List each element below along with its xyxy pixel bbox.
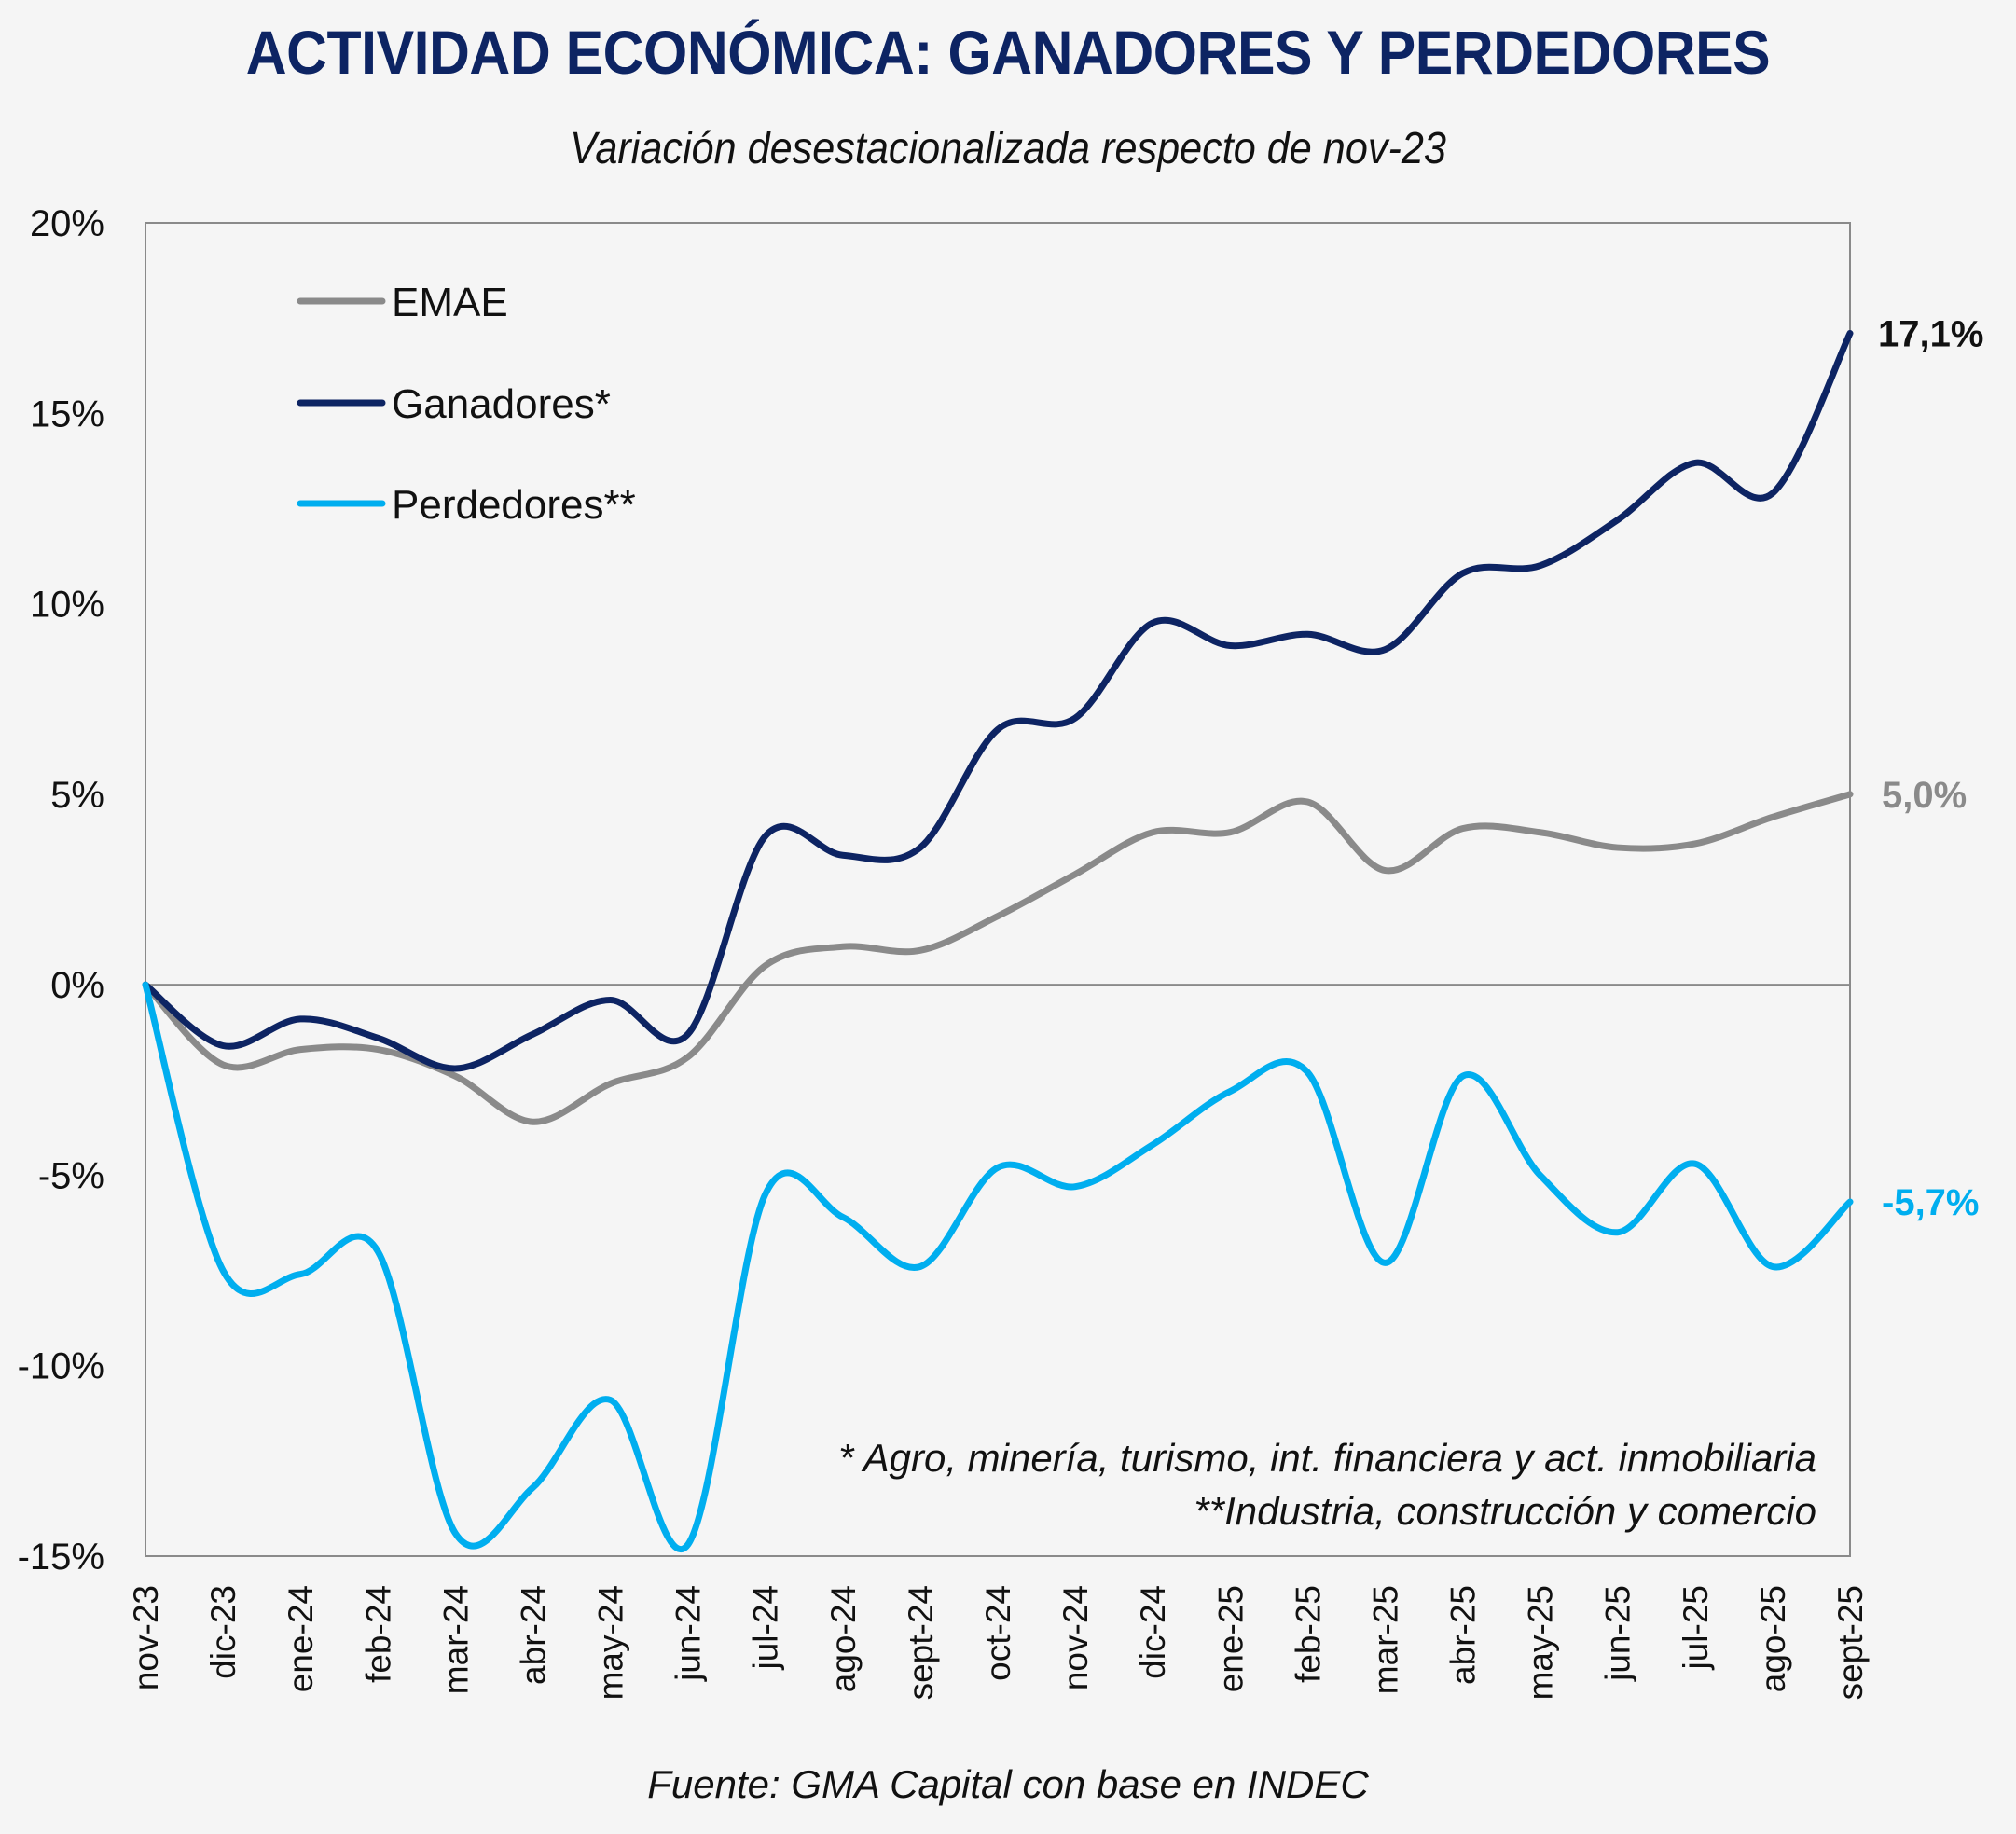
y-tick-label: 10% — [30, 585, 104, 626]
x-tick-label: jul-24 — [747, 1585, 785, 1671]
y-tick-label: -5% — [38, 1155, 104, 1196]
x-tick-label: jun-25 — [1599, 1585, 1637, 1682]
x-tick-label: sept-25 — [1831, 1585, 1870, 1700]
x-tick-label: abr-25 — [1444, 1585, 1483, 1685]
plot-area-border — [145, 222, 1851, 1557]
x-tick-label: ago-25 — [1754, 1585, 1792, 1692]
x-tick-label: feb-25 — [1289, 1585, 1327, 1683]
legend-label-ganadores: Ganadores* — [392, 381, 611, 427]
x-tick-label: jul-25 — [1677, 1585, 1715, 1671]
x-tick-label: nov-23 — [127, 1585, 165, 1690]
y-tick-label: -10% — [18, 1346, 104, 1387]
x-tick-label: may-24 — [592, 1585, 630, 1700]
x-tick-label: nov-24 — [1056, 1585, 1095, 1690]
x-tick-label: oct-24 — [979, 1585, 1017, 1681]
chart-title: ACTIVIDAD ECONÓMICA: GANADORES Y PERDEDO… — [245, 18, 1771, 87]
x-tick-label: jun-24 — [670, 1585, 708, 1682]
x-tick-label: ago-24 — [824, 1585, 863, 1692]
series-line-ganadores — [142, 329, 1854, 1072]
end-label-ganadores: 17,1% — [1878, 313, 1983, 354]
series-lines — [142, 329, 1854, 1552]
x-tick-label: dic-23 — [204, 1585, 242, 1679]
legend-label-perdedores: Perdedores** — [392, 482, 636, 528]
y-tick-label: 0% — [50, 965, 104, 1006]
x-tick-label: ene-25 — [1211, 1585, 1250, 1692]
x-axis-ticks: nov-23 dic-23 ene-24 feb-24 mar-24 abr-24 may-… — [127, 1585, 1870, 1700]
y-tick-label: -15% — [18, 1537, 104, 1578]
source-note: Fuente: GMA Capital con base en INDEC — [647, 1762, 1369, 1806]
end-label-emae: 5,0% — [1882, 775, 1967, 816]
chart-subtitle: Variación desestacionalizada respecto de… — [570, 124, 1446, 173]
x-tick-label: mar-25 — [1366, 1585, 1404, 1694]
x-tick-label: ene-24 — [282, 1585, 320, 1692]
legend: EMAE Ganadores* Perdedores** — [297, 280, 636, 528]
x-tick-label: mar-24 — [436, 1585, 475, 1694]
series-line-perdedores — [142, 981, 1854, 1552]
y-tick-label: 5% — [50, 775, 104, 816]
y-axis-ticks: 20% 15% 10% 5% 0% -5% -10% -15% — [18, 203, 104, 1578]
x-tick-label: feb-24 — [359, 1585, 397, 1683]
footnote-perdedores: **Industria, construcción y comercio — [1194, 1489, 1816, 1533]
end-value-labels: 5,0% 17,1% -5,7% — [1878, 313, 1983, 1223]
x-tick-label: may-25 — [1522, 1585, 1560, 1700]
x-tick-label: dic-24 — [1134, 1585, 1172, 1679]
end-label-perdedores: -5,7% — [1882, 1182, 1980, 1223]
x-tick-label: sept-24 — [902, 1585, 940, 1700]
x-tick-label: abr-24 — [514, 1585, 552, 1685]
y-tick-label: 20% — [30, 203, 104, 244]
legend-label-emae: EMAE — [392, 280, 508, 325]
footnote-ganadores: * Agro, minería, turismo, int. financier… — [838, 1436, 1816, 1480]
y-tick-label: 15% — [30, 393, 104, 434]
